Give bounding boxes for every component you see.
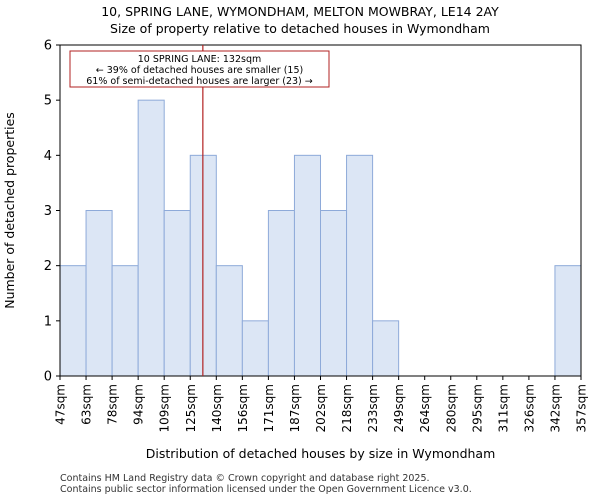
y-tick-label: 0: [44, 370, 52, 385]
y-tick-label: 6: [44, 39, 52, 54]
x-tick-label: 109sqm: [158, 384, 172, 432]
x-tick-label: 140sqm: [210, 384, 224, 432]
annotation-line: ← 39% of detached houses are smaller (15…: [96, 65, 303, 76]
chart-title-line2: Size of property relative to detached ho…: [110, 21, 490, 36]
x-tick-label: 233sqm: [366, 384, 380, 432]
histogram-bar: [320, 210, 348, 377]
x-tick-label: 311sqm: [496, 384, 510, 432]
x-tick-label: 280sqm: [444, 384, 458, 432]
y-tick-label: 1: [44, 314, 52, 329]
histogram-bar: [137, 99, 165, 377]
histogram-bar: [346, 154, 374, 377]
x-tick-label: 78sqm: [106, 384, 120, 425]
histogram-bar: [85, 210, 113, 377]
histogram-bar: [554, 265, 582, 377]
histogram-bar: [59, 265, 87, 377]
y-tick-label: 4: [44, 149, 52, 164]
x-tick-label: 187sqm: [288, 384, 302, 432]
x-tick-label: 326sqm: [522, 384, 536, 432]
x-tick-label: 218sqm: [340, 384, 354, 432]
y-axis-label: Number of detached properties: [2, 112, 17, 309]
x-tick-label: 202sqm: [314, 384, 328, 432]
x-tick-label: 47sqm: [54, 384, 68, 425]
histogram-bar: [267, 210, 295, 377]
x-tick-label: 249sqm: [392, 384, 406, 432]
histogram-bar: [372, 320, 400, 377]
y-tick-label: 3: [44, 204, 52, 219]
histogram-bar: [163, 210, 191, 377]
footer-line2: Contains public sector information licen…: [60, 484, 472, 495]
histogram-bar: [293, 154, 322, 377]
x-tick-label: 357sqm: [575, 384, 589, 432]
footer-line1: Contains HM Land Registry data © Crown c…: [60, 473, 430, 484]
x-tick-label: 342sqm: [548, 384, 562, 432]
y-tick-label: 2: [44, 259, 52, 274]
histogram-bar: [111, 265, 139, 377]
x-tick-label: 94sqm: [132, 384, 146, 425]
annotation-box: [69, 50, 330, 88]
x-tick-label: 63sqm: [80, 384, 94, 425]
annotation-line: 10 SPRING LANE: 132sqm: [138, 54, 261, 65]
histogram-bar: [241, 320, 269, 377]
x-tick-label: 156sqm: [236, 384, 250, 432]
x-tick-label: 295sqm: [470, 384, 484, 432]
y-tick-label: 5: [44, 94, 52, 109]
x-tick-label: 264sqm: [418, 384, 432, 432]
x-tick-label: 171sqm: [262, 384, 276, 432]
x-tick-label: 125sqm: [184, 384, 198, 432]
annotation-line: 61% of semi-detached houses are larger (…: [86, 76, 313, 87]
chart-title-line1: 10, SPRING LANE, WYMONDHAM, MELTON MOWBR…: [101, 4, 499, 19]
histogram-bar: [215, 265, 243, 377]
x-axis-label: Distribution of detached houses by size …: [146, 446, 496, 461]
